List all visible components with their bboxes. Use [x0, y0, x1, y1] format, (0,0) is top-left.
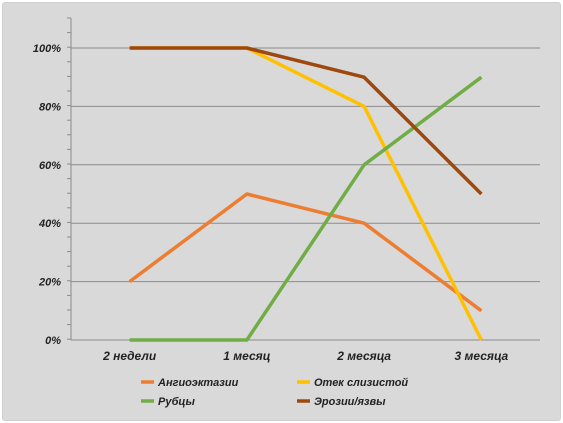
series-line-3 [129, 75, 483, 342]
x-tick-label: 1 месяц [223, 349, 270, 363]
series-line-1 [128, 192, 483, 313]
series-lines [128, 46, 483, 342]
y-tick-label: 80% [39, 101, 61, 113]
y-tick-label: 20% [38, 277, 61, 289]
legend-label: Рубцы [158, 396, 196, 408]
legend-label: Эрозии/язвы [314, 396, 386, 408]
y-tick-label: 40% [38, 218, 61, 230]
y-tick-label: 60% [39, 160, 61, 172]
series-line-4 [129, 46, 483, 196]
y-tick-label: 100% [33, 43, 61, 55]
gridlines [71, 47, 540, 341]
legend-label: Ангиоэктазии [157, 377, 239, 389]
axes: 0% 20% 40% 60% 80% 100% 2 недели 1 месяц 2 месяц… [33, 17, 509, 363]
legend-label: Отек слизистой [314, 377, 408, 389]
x-tick-label: 2 недели [102, 349, 157, 363]
x-tick-label: 2 месяца [336, 349, 391, 363]
y-tick-label: 0% [45, 335, 61, 347]
x-tick-label: 3 месяца [455, 349, 509, 363]
series-line-2 [129, 46, 483, 341]
legend: Ангиоэктазии Отек слизистой Рубцы Эрозии/яз… [141, 377, 408, 408]
